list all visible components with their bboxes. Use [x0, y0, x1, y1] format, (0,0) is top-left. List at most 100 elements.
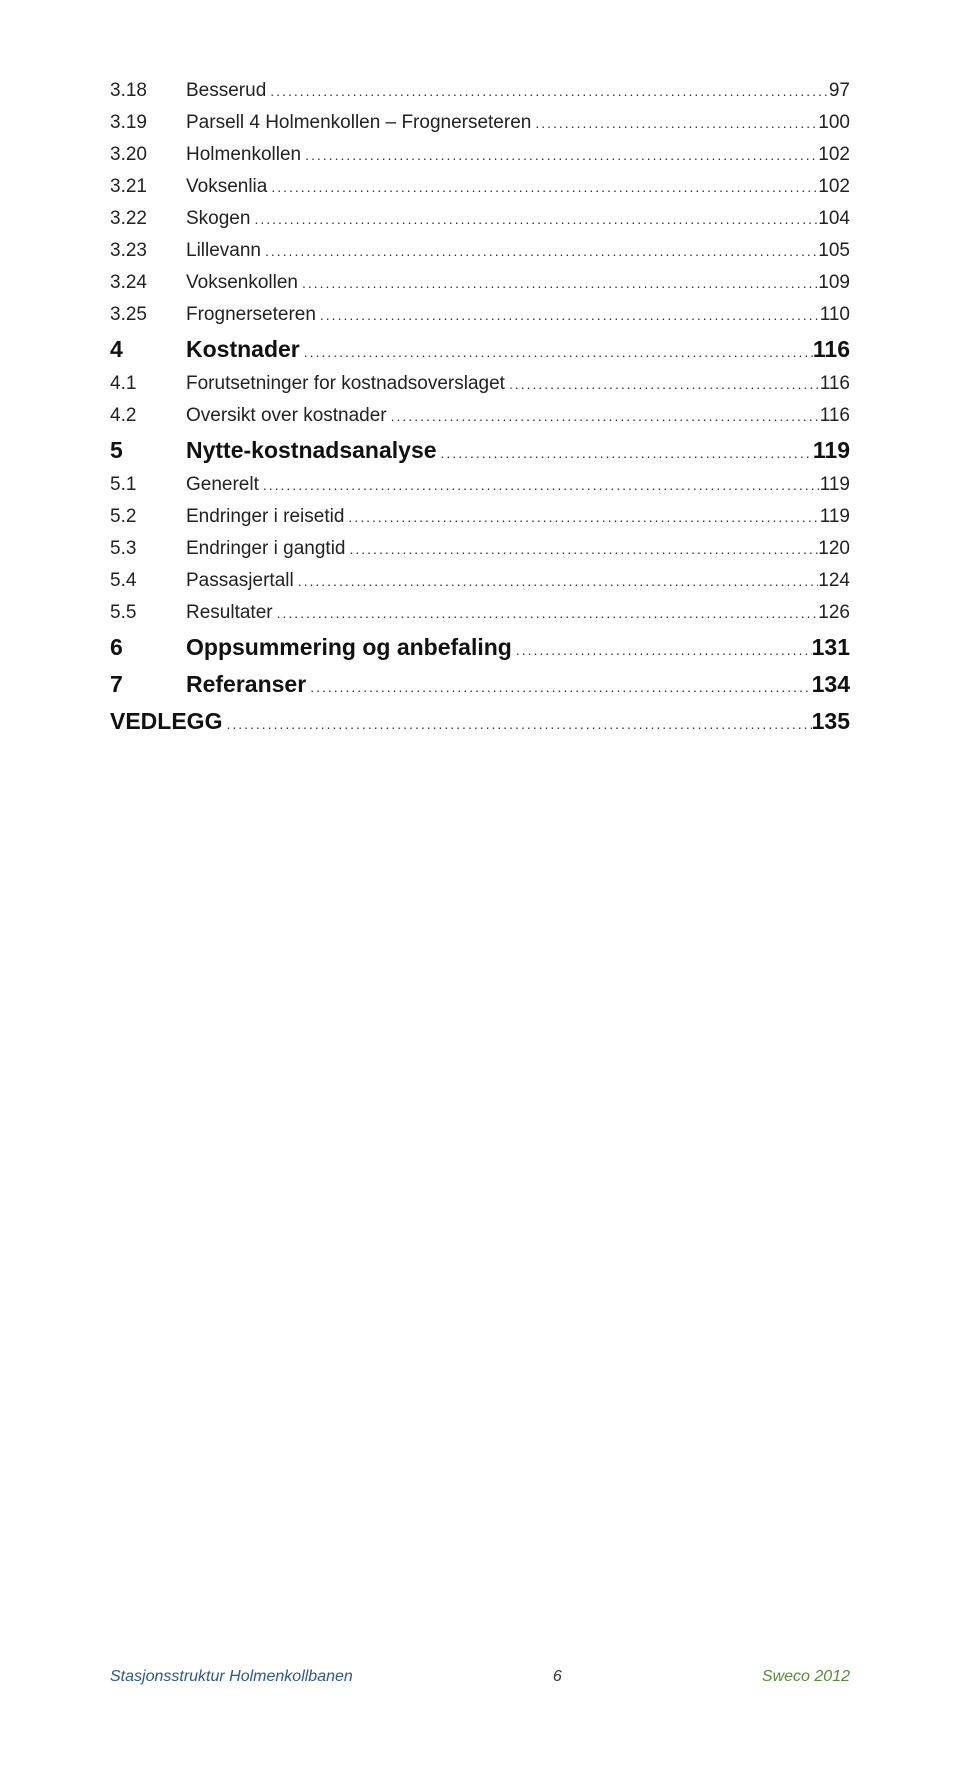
toc-entry: 3.20Holmenkollen........................…	[110, 144, 850, 166]
toc-entry-number: 7	[110, 671, 180, 698]
toc-entry-number: 3.25	[110, 304, 180, 326]
toc-entry: 5.1Generelt.............................…	[110, 474, 850, 496]
toc-entry-title: Endringer i gangtid	[180, 538, 346, 560]
toc-entry-page: 119	[820, 474, 850, 496]
toc-entry: 4Kostnader..............................…	[110, 336, 850, 363]
toc-entry: 3.18Besserud............................…	[110, 80, 850, 102]
table-of-contents: 3.18Besserud............................…	[110, 80, 850, 735]
toc-entry-page: 116	[813, 336, 850, 363]
toc-leader-dots: ........................................…	[505, 376, 820, 392]
toc-leader-dots: ........................................…	[261, 243, 818, 259]
toc-entry: 4.2Oversikt over kostnader..............…	[110, 405, 850, 427]
toc-entry-title: Holmenkollen	[180, 144, 301, 166]
toc-entry: 5Nytte-kostnadsanalyse..................…	[110, 437, 850, 464]
toc-leader-dots: ........................................…	[222, 716, 811, 732]
toc-leader-dots: ........................................…	[250, 211, 818, 227]
footer-left-text: Stasjonsstruktur Holmenkollbanen	[110, 1668, 353, 1686]
toc-entry-title: Voksenkollen	[180, 272, 298, 294]
toc-entry-number: 3.21	[110, 176, 180, 198]
toc-entry-number: 4	[110, 336, 180, 363]
toc-entry: 3.25Frognerseteren......................…	[110, 304, 850, 326]
toc-entry-page: 100	[818, 112, 850, 134]
toc-entry-title: Resultater	[180, 602, 273, 624]
toc-entry-title: Referanser	[180, 671, 306, 698]
toc-entry-title: Voksenlia	[180, 176, 267, 198]
toc-entry-number: 3.23	[110, 240, 180, 262]
toc-entry: 6Oppsummering og anbefaling.............…	[110, 634, 850, 661]
toc-leader-dots: ........................................…	[531, 115, 818, 131]
toc-entry-page: 135	[812, 708, 850, 735]
toc-entry-title: Oversikt over kostnader	[180, 405, 387, 427]
toc-entry: 5.5Resultater...........................…	[110, 602, 850, 624]
toc-leader-dots: ........................................…	[300, 344, 813, 360]
toc-entry-number: 3.22	[110, 208, 180, 230]
toc-leader-dots: ........................................…	[387, 408, 820, 424]
toc-entry-title: Skogen	[180, 208, 250, 230]
toc-entry-number: 4.1	[110, 373, 180, 395]
toc-entry: 3.21Voksenlia...........................…	[110, 176, 850, 198]
toc-entry-title: Lillevann	[180, 240, 261, 262]
toc-entry-page: 119	[820, 506, 850, 528]
toc-entry-page: 131	[812, 634, 850, 661]
toc-leader-dots: ........................................…	[306, 679, 811, 695]
page-footer: Stasjonsstruktur Holmenkollbanen 6 Sweco…	[110, 1668, 850, 1686]
toc-entry-title: Forutsetninger for kostnadsoverslaget	[180, 373, 505, 395]
toc-leader-dots: ........................................…	[512, 642, 812, 658]
toc-leader-dots: ........................................…	[344, 509, 819, 525]
toc-entry-page: 124	[818, 570, 850, 592]
toc-entry: 3.23Lillevann...........................…	[110, 240, 850, 262]
toc-entry-title: Kostnader	[180, 336, 300, 363]
toc-entry-title: Besserud	[180, 80, 266, 102]
toc-entry-number: 5.1	[110, 474, 180, 496]
toc-entry: 3.22Skogen..............................…	[110, 208, 850, 230]
toc-entry-page: 102	[818, 144, 850, 166]
toc-entry: 7Referanser.............................…	[110, 671, 850, 698]
toc-entry-page: 109	[818, 272, 850, 294]
toc-entry-page: 116	[820, 405, 850, 427]
toc-entry-page: 97	[829, 80, 850, 102]
toc-leader-dots: ........................................…	[301, 147, 818, 163]
footer-right-text: Sweco 2012	[762, 1668, 850, 1686]
toc-entry-number: 3.19	[110, 112, 180, 134]
toc-entry-page: 116	[820, 373, 850, 395]
footer-page-number: 6	[553, 1668, 562, 1686]
toc-entry-number: 5.5	[110, 602, 180, 624]
toc-entry-number: 3.18	[110, 80, 180, 102]
toc-entry-title: Generelt	[180, 474, 259, 496]
toc-entry: 5.2Endringer i reisetid.................…	[110, 506, 850, 528]
toc-leader-dots: ........................................…	[437, 445, 813, 461]
toc-entry-title: VEDLEGG	[110, 708, 222, 735]
toc-entry-page: 104	[818, 208, 850, 230]
toc-entry-page: 134	[812, 671, 850, 698]
toc-leader-dots: ........................................…	[266, 83, 829, 99]
toc-entry-number: 4.2	[110, 405, 180, 427]
toc-leader-dots: ........................................…	[259, 477, 820, 493]
toc-entry: 5.3Endringer i gangtid..................…	[110, 538, 850, 560]
toc-entry: VEDLEGG.................................…	[110, 708, 850, 735]
toc-entry-number: 5.3	[110, 538, 180, 560]
toc-leader-dots: ........................................…	[267, 179, 818, 195]
toc-entry-title: Oppsummering og anbefaling	[180, 634, 512, 661]
toc-leader-dots: ........................................…	[298, 275, 818, 291]
toc-entry-title: Nytte-kostnadsanalyse	[180, 437, 437, 464]
toc-entry-page: 105	[818, 240, 850, 262]
toc-entry-title: Frognerseteren	[180, 304, 316, 326]
toc-entry-title: Passasjertall	[180, 570, 294, 592]
toc-entry-number: 5	[110, 437, 180, 464]
toc-entry-page: 120	[818, 538, 850, 560]
toc-entry-page: 119	[813, 437, 850, 464]
toc-entry-number: 5.4	[110, 570, 180, 592]
toc-leader-dots: ........................................…	[273, 605, 819, 621]
toc-entry-title: Parsell 4 Holmenkollen – Frognerseteren	[180, 112, 531, 134]
toc-entry-title: Endringer i reisetid	[180, 506, 344, 528]
toc-entry: 3.19Parsell 4 Holmenkollen – Frognersete…	[110, 112, 850, 134]
toc-entry-number: 3.24	[110, 272, 180, 294]
toc-leader-dots: ........................................…	[346, 541, 819, 557]
toc-entry: 4.1Forutsetninger for kostnadsoverslaget…	[110, 373, 850, 395]
toc-entry-page: 102	[818, 176, 850, 198]
toc-entry-number: 3.20	[110, 144, 180, 166]
toc-leader-dots: ........................................…	[316, 307, 820, 323]
toc-entry: 3.24Voksenkollen........................…	[110, 272, 850, 294]
toc-leader-dots: ........................................…	[294, 573, 819, 589]
toc-entry-number: 6	[110, 634, 180, 661]
